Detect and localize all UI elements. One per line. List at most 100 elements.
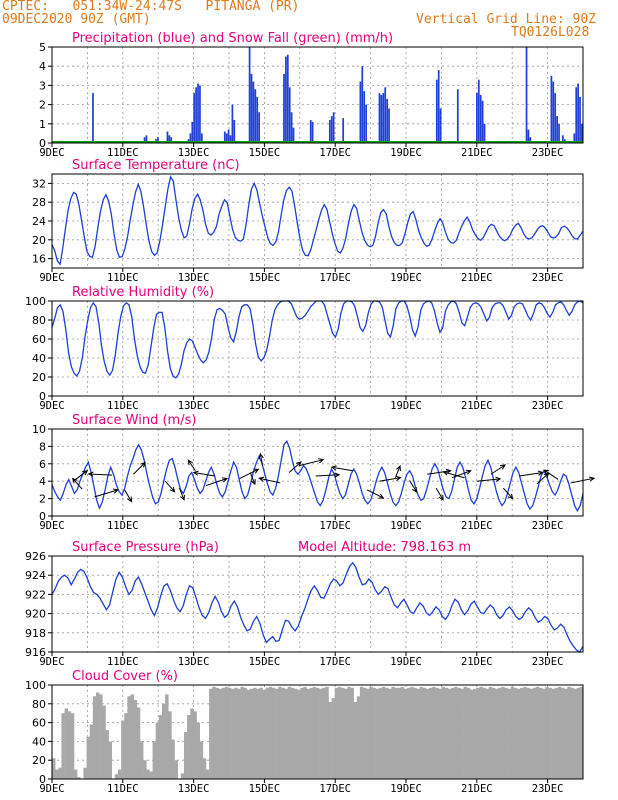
wind-arrow <box>288 461 302 473</box>
x-tick-label: 17DEC <box>319 656 351 668</box>
cloud-bar <box>212 686 216 779</box>
precip-bar <box>550 75 553 143</box>
cloud-bar <box>168 711 172 779</box>
panel-5: 0 20 40 60 80 100 9DEC 11DEC 13DEC 15DEC 17DEC 19DE… <box>25 669 584 795</box>
precip-bar <box>288 87 291 143</box>
x-tick-label: 17DEC <box>319 520 351 532</box>
y-tick-label: 10 <box>32 423 46 436</box>
cloud-bar <box>454 686 458 779</box>
wind-arrowhead <box>87 471 94 477</box>
cloud-bar <box>271 687 276 779</box>
y-tick-label: 80 <box>32 698 46 711</box>
x-tick-label: 11DEC <box>107 272 139 284</box>
cloud-bar <box>397 687 402 779</box>
x-tick-label: 11DEC <box>107 400 139 412</box>
cloud-bar <box>491 687 496 779</box>
series-line <box>51 175 584 266</box>
cloud-bar <box>231 688 235 779</box>
x-tick-label: 19DEC <box>390 272 422 284</box>
x-tick-label: 21DEC <box>461 147 493 159</box>
cloud-bar <box>256 688 260 779</box>
wind-arrowhead <box>537 470 544 476</box>
cloud-bar <box>287 686 292 779</box>
precip-bar <box>479 95 482 143</box>
wind-arrowhead <box>253 468 260 474</box>
cloud-bar <box>504 687 508 779</box>
wind-arrow <box>502 487 514 500</box>
cloud-bar <box>529 688 534 779</box>
series-line <box>51 561 584 653</box>
cloud-bar <box>297 689 301 779</box>
cloud-bar <box>507 688 512 779</box>
y-tick-label: 32 <box>32 177 46 190</box>
precip-bar <box>311 121 314 143</box>
cloud-bar <box>275 688 279 779</box>
wind-arrowhead <box>192 470 199 476</box>
cloud-bar <box>495 688 499 779</box>
cloud-bar <box>262 689 266 779</box>
cloud-bar <box>570 687 574 779</box>
wind-arrowhead <box>499 464 506 470</box>
y-tick-label: 924 <box>25 569 46 582</box>
cloud-bar <box>221 687 226 779</box>
panel-title: Relative Humidity (%) <box>72 285 214 300</box>
y-tick-label: 0 <box>39 390 46 403</box>
cloud-bar <box>83 767 87 779</box>
cloud-bar <box>501 686 505 779</box>
panel-0: 0 1 2 3 4 5 9DEC 11DEC 13DEC 15DEC 17DEC 19DEC 21DEC… <box>39 31 584 159</box>
x-tick-label: 19DEC <box>390 783 422 795</box>
panel-frame <box>51 300 584 397</box>
cloud-bar <box>278 686 282 779</box>
y-tick-label: 0 <box>39 137 46 150</box>
x-tick-label: 21DEC <box>461 520 493 532</box>
cloud-bar <box>363 687 367 779</box>
cloud-bar <box>102 705 106 779</box>
cloud-bar <box>432 686 436 779</box>
panel-title: Surface Pressure (hPa) <box>72 540 219 555</box>
cloud-bar <box>202 758 207 779</box>
cloud-bar <box>265 687 270 779</box>
wind-arrow <box>299 459 324 467</box>
cloud-bar <box>190 708 194 779</box>
cloud-bar <box>319 688 323 779</box>
precip-bar <box>561 135 564 143</box>
cloud-bar <box>535 686 540 779</box>
cloud-bar <box>413 687 417 779</box>
cloud-bar <box>523 686 527 779</box>
x-tick-label: 11DEC <box>107 783 139 795</box>
precip-bar <box>223 131 226 143</box>
cloud-bar <box>341 687 345 779</box>
wind-arrow <box>124 489 133 502</box>
x-tick-label: 13DEC <box>178 783 210 795</box>
wind-arrow <box>366 489 384 499</box>
cloud-bar <box>451 687 455 779</box>
wind-arrowhead <box>112 488 119 494</box>
x-tick-label: 13DEC <box>178 147 210 159</box>
wind-arrowhead <box>187 459 193 466</box>
precip-bar <box>191 121 194 143</box>
panel-title: Cloud Cover (%) <box>72 669 178 684</box>
y-tick-label: 926 <box>25 550 46 563</box>
precip-bar <box>388 108 390 143</box>
cloud-bar <box>441 686 446 779</box>
precip-bar <box>384 87 387 143</box>
wind-arrowhead <box>589 476 596 482</box>
precip-bar <box>476 93 478 143</box>
cloud-bar <box>444 687 449 779</box>
cloud-bar <box>136 707 141 779</box>
x-tick-label: 21DEC <box>461 272 493 284</box>
cloud-bar <box>488 686 493 779</box>
x-tick-label: 23DEC <box>532 147 564 159</box>
cloud-bar <box>259 687 263 779</box>
precip-bar <box>380 95 383 143</box>
precip-bar <box>229 135 232 143</box>
wind-arrow <box>543 469 559 480</box>
precip-bar <box>170 137 173 143</box>
cloud-bar <box>281 687 285 779</box>
cloud-bar <box>375 688 380 779</box>
y-tick-label: 922 <box>25 588 46 601</box>
y-tick-label: 6 <box>39 458 46 471</box>
cloud-bar <box>114 774 119 779</box>
precip-bar <box>556 116 558 143</box>
cloud-bar <box>290 687 295 779</box>
